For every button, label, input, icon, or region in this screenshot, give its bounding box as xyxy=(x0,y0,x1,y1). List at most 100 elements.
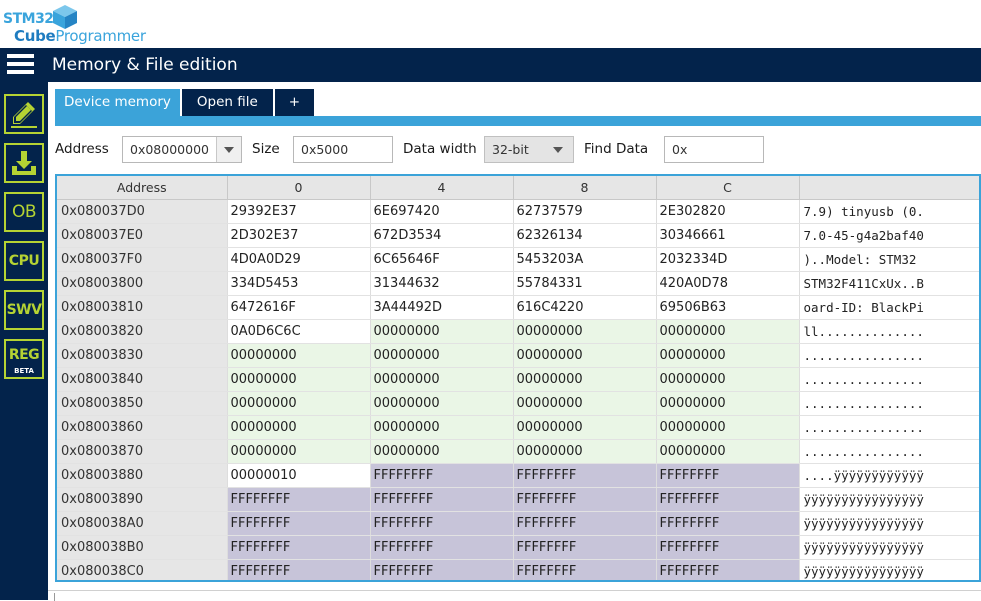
hex-cell[interactable]: 00000000 xyxy=(370,391,514,416)
table-row[interactable]: 0x080038C0 FFFFFFFF FFFFFFFF FFFFFFFF FFFFFF… xyxy=(57,559,979,580)
sidebar-item-reg[interactable]: REG BETA xyxy=(4,339,44,379)
hex-cell[interactable]: 2E302820 xyxy=(656,199,800,224)
hex-cell[interactable]: FFFFFFFF xyxy=(370,559,514,580)
hex-cell[interactable]: 62326134 xyxy=(513,223,657,248)
ascii-cell[interactable]: ÿÿÿÿÿÿÿÿÿÿÿÿÿÿÿÿ xyxy=(799,559,979,580)
ascii-cell[interactable]: STM32F411CxUx..B xyxy=(799,271,979,296)
hex-cell[interactable]: 00000000 xyxy=(370,319,514,344)
hex-cell[interactable]: FFFFFFFF xyxy=(513,487,657,512)
column-header-address[interactable]: Address xyxy=(57,176,228,200)
hex-cell[interactable]: 62737579 xyxy=(513,199,657,224)
hex-cell[interactable]: FFFFFFFF xyxy=(513,559,657,580)
ascii-cell[interactable]: oard-ID: BlackPi xyxy=(799,295,979,320)
hamburger-menu-icon[interactable] xyxy=(7,52,34,76)
table-row[interactable]: 0x08003870 00000000 00000000 00000000 000000… xyxy=(57,439,979,464)
column-header-0[interactable]: 0 xyxy=(227,176,371,200)
hex-cell[interactable]: FFFFFFFF xyxy=(370,463,514,488)
ascii-cell[interactable]: 7.0-45-g4a2baf40 xyxy=(799,223,979,248)
hex-cell[interactable]: 31344632 xyxy=(370,271,514,296)
hex-cell[interactable]: 00000000 xyxy=(656,391,800,416)
hex-cell[interactable]: 00000000 xyxy=(370,415,514,440)
table-row[interactable]: 0x080038B0 FFFFFFFF FFFFFFFF FFFFFFFF FFFFFF… xyxy=(57,535,979,560)
ascii-cell[interactable]: ................ xyxy=(799,391,979,416)
hex-cell[interactable]: 0A0D6C6C xyxy=(227,319,371,344)
hex-cell[interactable]: 00000000 xyxy=(656,367,800,392)
tab-open-file[interactable]: Open file xyxy=(181,89,273,116)
hex-cell[interactable]: FFFFFFFF xyxy=(227,511,371,536)
hex-cell[interactable]: FFFFFFFF xyxy=(227,559,371,580)
address-dropdown-button[interactable] xyxy=(216,137,241,162)
table-row[interactable]: 0x08003880 00000010 FFFFFFFF FFFFFFFF FFFFFF… xyxy=(57,463,979,488)
table-row[interactable]: 0x08003830 00000000 00000000 00000000 000000… xyxy=(57,343,979,368)
hex-cell[interactable]: FFFFFFFF xyxy=(370,535,514,560)
hex-cell[interactable]: FFFFFFFF xyxy=(370,487,514,512)
hex-cell[interactable]: FFFFFFFF xyxy=(513,463,657,488)
hex-cell[interactable]: 00000000 xyxy=(513,319,657,344)
hex-cell[interactable]: 00000000 xyxy=(227,415,371,440)
ascii-cell[interactable]: ................ xyxy=(799,415,979,440)
hex-cell[interactable]: 00000010 xyxy=(227,463,371,488)
table-row[interactable]: 0x08003850 00000000 00000000 00000000 000000… xyxy=(57,391,979,416)
ascii-cell[interactable]: ll.............. xyxy=(799,319,979,344)
table-row[interactable]: 0x08003840 00000000 00000000 00000000 000000… xyxy=(57,367,979,392)
hex-cell[interactable]: 00000000 xyxy=(656,415,800,440)
hex-cell[interactable]: 00000000 xyxy=(370,343,514,368)
size-input[interactable]: 0x5000 xyxy=(293,136,393,163)
hex-cell[interactable]: FFFFFFFF xyxy=(656,511,800,536)
hex-cell[interactable]: 3A44492D xyxy=(370,295,514,320)
table-row[interactable]: 0x08003810 6472616F 3A44492D 616C4220 69506B… xyxy=(57,295,979,320)
hex-cell[interactable]: 00000000 xyxy=(370,367,514,392)
hex-cell[interactable]: FFFFFFFF xyxy=(656,559,800,580)
hex-cell[interactable]: 00000000 xyxy=(227,439,371,464)
hex-cell[interactable]: 334D5453 xyxy=(227,271,371,296)
hex-cell[interactable]: 00000000 xyxy=(227,391,371,416)
hex-cell[interactable]: 00000000 xyxy=(227,367,371,392)
column-header-8[interactable]: 8 xyxy=(513,176,657,200)
sidebar-item-cpu[interactable]: CPU xyxy=(4,241,44,281)
table-row[interactable]: 0x080038A0 FFFFFFFF FFFFFFFF FFFFFFFF FFFFFF… xyxy=(57,511,979,536)
ascii-cell[interactable]: ....ÿÿÿÿÿÿÿÿÿÿÿÿ xyxy=(799,463,979,488)
ascii-cell[interactable]: ................ xyxy=(799,367,979,392)
ascii-cell[interactable]: )..Model: STM32 xyxy=(799,247,979,272)
ascii-cell[interactable]: ÿÿÿÿÿÿÿÿÿÿÿÿÿÿÿÿ xyxy=(799,487,979,512)
sidebar-item-edit[interactable] xyxy=(4,94,44,134)
table-row[interactable]: 0x08003860 00000000 00000000 00000000 000000… xyxy=(57,415,979,440)
hex-cell[interactable]: 2032334D xyxy=(656,247,800,272)
hex-cell[interactable]: 00000000 xyxy=(370,439,514,464)
column-header-c[interactable]: C xyxy=(656,176,800,200)
hex-cell[interactable]: 00000000 xyxy=(513,415,657,440)
hex-cell[interactable]: 6472616F xyxy=(227,295,371,320)
address-combo[interactable]: 0x08000000 xyxy=(122,136,242,163)
hex-cell[interactable]: 00000000 xyxy=(513,343,657,368)
hex-cell[interactable]: 29392E37 xyxy=(227,199,371,224)
sidebar-item-swv[interactable]: SWV xyxy=(4,290,44,330)
hex-cell[interactable]: FFFFFFFF xyxy=(370,511,514,536)
hex-cell[interactable]: 5453203A xyxy=(513,247,657,272)
find-data-input[interactable]: 0x xyxy=(664,136,764,163)
hex-cell[interactable]: 00000000 xyxy=(227,343,371,368)
table-row[interactable]: 0x08003800 334D5453 31344632 55784331 420A0D… xyxy=(57,271,979,296)
hex-cell[interactable]: 420A0D78 xyxy=(656,271,800,296)
ascii-cell[interactable]: ÿÿÿÿÿÿÿÿÿÿÿÿÿÿÿÿ xyxy=(799,511,979,536)
column-header-4[interactable]: 4 xyxy=(370,176,514,200)
data-width-select[interactable]: 32-bit xyxy=(484,136,574,163)
table-row[interactable]: 0x080037D0 29392E37 6E697420 62737579 2E3028… xyxy=(57,199,979,224)
hex-cell[interactable]: 672D3534 xyxy=(370,223,514,248)
table-row[interactable]: 0x08003890 FFFFFFFF FFFFFFFF FFFFFFFF FFFFFF… xyxy=(57,487,979,512)
hex-cell[interactable]: 30346661 xyxy=(656,223,800,248)
hex-cell[interactable]: 2D302E37 xyxy=(227,223,371,248)
table-row[interactable]: 0x08003820 0A0D6C6C 00000000 00000000 000000… xyxy=(57,319,979,344)
hex-cell[interactable]: 55784331 xyxy=(513,271,657,296)
ascii-cell[interactable]: ÿÿÿÿÿÿÿÿÿÿÿÿÿÿÿÿ xyxy=(799,535,979,560)
hex-cell[interactable]: FFFFFFFF xyxy=(656,487,800,512)
table-row[interactable]: 0x080037F0 4D0A0D29 6C65646F 5453203A 203233… xyxy=(57,247,979,272)
hex-cell[interactable]: 6E697420 xyxy=(370,199,514,224)
hex-cell[interactable]: 00000000 xyxy=(656,319,800,344)
hex-cell[interactable]: 00000000 xyxy=(656,439,800,464)
hex-cell[interactable]: 00000000 xyxy=(513,439,657,464)
tab-add[interactable]: + xyxy=(274,89,315,116)
hex-cell[interactable]: FFFFFFFF xyxy=(513,511,657,536)
sidebar-item-download[interactable] xyxy=(4,143,44,183)
ascii-cell[interactable]: ................ xyxy=(799,343,979,368)
hex-cell[interactable]: 6C65646F xyxy=(370,247,514,272)
